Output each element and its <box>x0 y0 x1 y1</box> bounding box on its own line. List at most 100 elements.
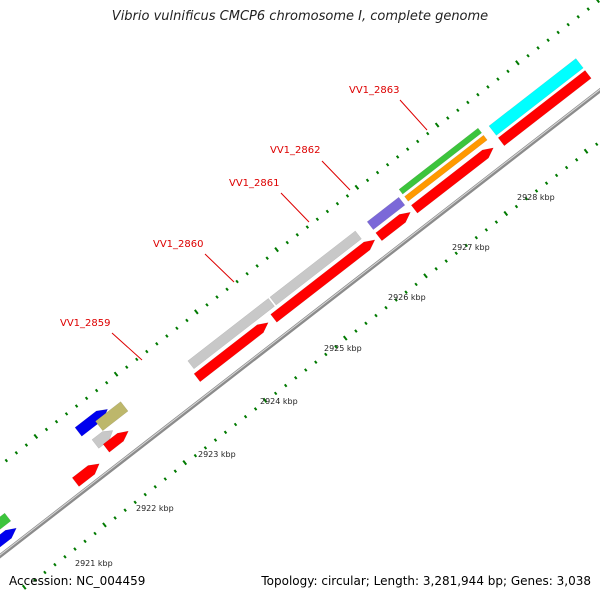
tick-mark <box>173 469 178 474</box>
tick-mark <box>514 204 519 209</box>
tick-mark <box>395 155 400 159</box>
tick-mark <box>544 181 549 185</box>
tick-mark <box>93 531 97 536</box>
gene-label-vv1-2862: VV1_2862 <box>270 145 321 156</box>
tick-mark <box>345 194 350 198</box>
tick-mark <box>335 201 340 206</box>
gene-feature-13 <box>410 147 494 214</box>
tick-mark <box>576 15 580 19</box>
scale-labels: 2921 kbp 2922 kbp 2923 kbp 2924 kbp 2925… <box>75 193 555 568</box>
tick-mark <box>255 264 259 268</box>
tick-mark <box>554 173 559 178</box>
tick-mark <box>175 326 179 331</box>
accession-value: NC_004459 <box>76 574 146 588</box>
tick-mark <box>274 247 279 253</box>
tick-mark <box>536 46 540 50</box>
scale-label-2921: 2921 kbp <box>75 559 113 568</box>
tick-mark <box>325 209 330 214</box>
tick-mark <box>464 243 468 248</box>
tick-mark <box>123 508 127 512</box>
tick-mark <box>374 313 378 318</box>
tick-mark <box>205 303 209 307</box>
gene-label-vv1-2861: VV1_2861 <box>229 178 280 189</box>
gene-feature-17 <box>488 58 584 136</box>
tick-mark <box>73 547 77 551</box>
tick-mark <box>155 342 159 346</box>
gene-feature-8 <box>187 298 275 370</box>
tick-mark <box>163 477 167 481</box>
tick-mark <box>185 318 189 323</box>
tick-mark <box>384 305 388 310</box>
gene-feature-12 <box>366 196 406 231</box>
tick-mark <box>53 562 57 567</box>
scale-label-2927: 2927 kbp <box>452 243 490 252</box>
tick-mark <box>334 344 338 349</box>
tick-mark <box>546 38 550 42</box>
gene-feature-5 <box>102 430 129 453</box>
tick-mark <box>354 329 358 333</box>
tick-mark <box>14 451 19 455</box>
tick-mark <box>404 290 408 294</box>
gene-feature-2 <box>71 463 100 487</box>
gene-feature-1 <box>0 512 12 530</box>
tick-mark <box>574 158 579 162</box>
tick-mark <box>586 7 590 11</box>
tick-mark <box>524 196 529 201</box>
tick-mark <box>354 184 360 190</box>
tick-mark <box>515 60 520 66</box>
tick-mark <box>135 357 139 362</box>
tick-mark <box>44 427 49 432</box>
tick-mark <box>4 458 9 463</box>
tick-mark <box>304 368 308 372</box>
tick-mark <box>375 170 380 175</box>
tick-mark <box>285 240 289 245</box>
scale-label-2923: 2923 kbp <box>198 450 236 459</box>
tick-mark <box>104 380 109 385</box>
tick-mark <box>446 116 450 120</box>
tick-mark <box>145 349 149 354</box>
tick-mark <box>33 578 37 583</box>
gene-labels: VV1_2859 VV1_2860 VV1_2861 VV1_2862 VV1_… <box>60 85 400 329</box>
tick-mark <box>414 282 418 287</box>
scale-label-2922: 2922 kbp <box>136 504 174 513</box>
tick-mark <box>63 555 67 559</box>
tick-mark <box>133 500 137 505</box>
tick-mark <box>165 334 169 338</box>
backbone <box>0 87 600 559</box>
tick-mark <box>486 85 490 89</box>
gene-feature-11 <box>375 211 411 242</box>
topology-footer: Topology: circular; Length: 3,281,944 bp… <box>261 574 591 588</box>
tick-mark <box>143 492 147 497</box>
tick-mark <box>64 412 69 416</box>
tick-mark <box>444 259 448 263</box>
gene-label-vv1-2859: VV1_2859 <box>60 318 111 329</box>
tick-mark <box>496 77 500 81</box>
tick-mark <box>484 228 489 232</box>
tick-mark <box>423 273 428 279</box>
tick-mark <box>113 516 117 520</box>
gene-label-vv1-2860: VV1_2860 <box>153 239 204 250</box>
tick-mark <box>494 220 499 224</box>
gene-feature-0 <box>0 527 17 548</box>
tick-mark <box>262 397 268 403</box>
tick-mark <box>364 321 368 326</box>
tick-mark <box>454 251 458 256</box>
gene-features <box>0 58 592 548</box>
tick-mark <box>405 147 410 151</box>
tick-mark <box>305 225 310 229</box>
tick-mark <box>245 271 249 276</box>
leader-line <box>204 253 235 283</box>
scale-label-2926: 2926 kbp <box>388 293 426 302</box>
accession-footer: Accession: NC_004459 <box>9 574 145 588</box>
tick-mark <box>434 267 438 271</box>
leader-line <box>321 160 351 191</box>
scale-label-2924: 2924 kbp <box>260 397 298 406</box>
tick-mark <box>283 383 288 388</box>
gene-label-vv1-2863: VV1_2863 <box>349 85 400 96</box>
tick-mark <box>253 407 258 411</box>
tick-mark <box>125 365 129 369</box>
tick-mark <box>21 584 27 590</box>
gene-feature-15 <box>398 127 483 195</box>
label-leader-lines <box>111 99 428 361</box>
